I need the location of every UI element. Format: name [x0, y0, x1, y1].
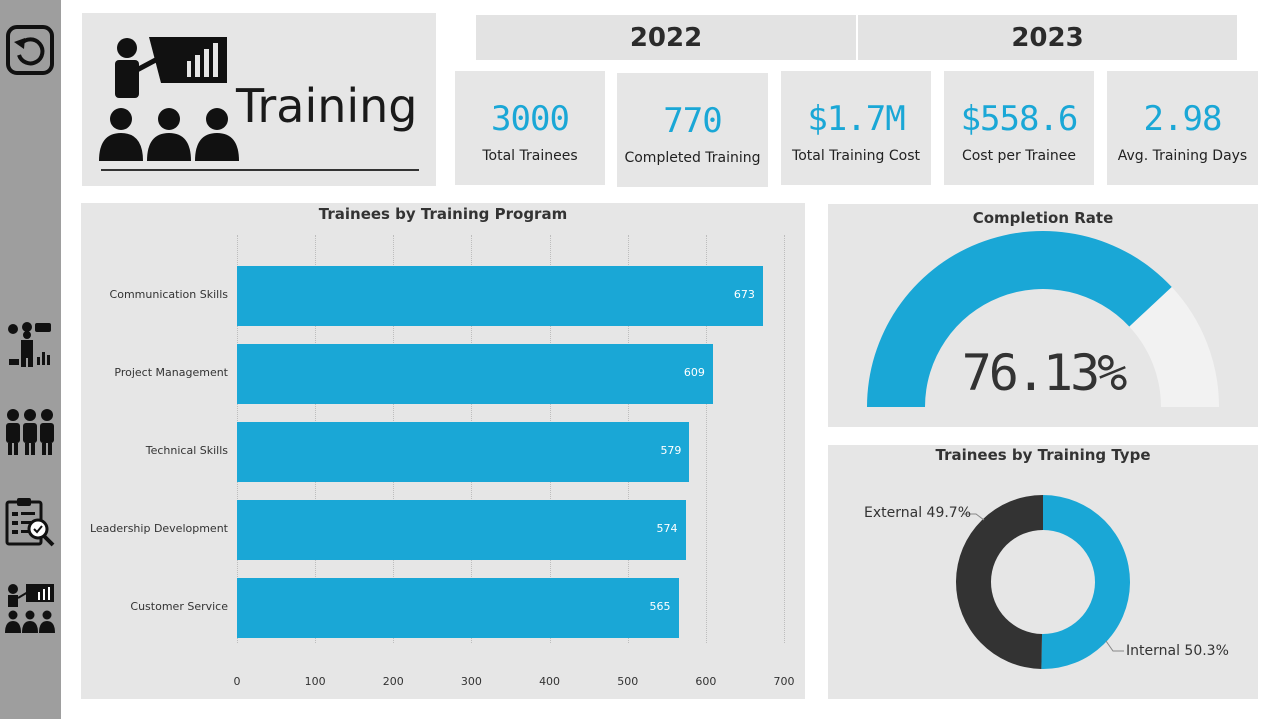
- bar-data-label: 565: [649, 600, 671, 613]
- bar-data-label: 673: [733, 288, 755, 301]
- x-tick-label: 300: [460, 675, 482, 688]
- header-panel: Training: [82, 13, 436, 186]
- back-icon[interactable]: [4, 24, 56, 76]
- leader-line-internal: [1105, 640, 1124, 652]
- kpi-value: 3000: [491, 99, 570, 139]
- category-label: Customer Service: [130, 600, 228, 613]
- bar[interactable]: [237, 422, 690, 482]
- donut-title: Trainees by Training Type: [935, 446, 1151, 464]
- gauge-remaining-arc: [1129, 287, 1219, 407]
- x-tick-label: 200: [382, 675, 404, 688]
- training-presentation-icon[interactable]: [4, 582, 56, 634]
- bar-chart-area: 0 100 200 300 400 500 600 700 Communication Skil…: [81, 203, 805, 699]
- kpi-completed-training: 770 Completed Training: [617, 73, 768, 187]
- kpi-value: $1.7M: [807, 99, 905, 139]
- sidebar: [0, 0, 61, 719]
- gauge-title: Completion Rate: [972, 209, 1114, 227]
- x-tick-label: 100: [304, 675, 326, 688]
- year-button-2022[interactable]: 2022: [476, 15, 857, 60]
- kpi-total-trainees: 3000 Total Trainees: [455, 71, 605, 185]
- header-divider: [101, 169, 419, 171]
- kpi-cost-per-trainee: $558.6 Cost per Trainee: [944, 71, 1094, 185]
- category-label: Project Management: [114, 366, 228, 379]
- bar[interactable]: [237, 500, 686, 560]
- donut-slice-external[interactable]: [956, 495, 1043, 669]
- leader-line-external: [962, 513, 985, 521]
- training-header-icon: [99, 35, 249, 169]
- bar[interactable]: [237, 578, 679, 638]
- x-gridline: [705, 235, 707, 643]
- kpi-value: $558.6: [960, 99, 1079, 139]
- bar-data-label: 579: [660, 444, 682, 457]
- bar-data-label: 574: [656, 522, 678, 535]
- bar-data-label: 609: [683, 366, 705, 379]
- x-tick-label: 0: [233, 675, 241, 688]
- donut-label-internal: Internal 50.3%: [1126, 643, 1229, 659]
- kpi-value: 770: [663, 101, 722, 141]
- kpi-value: 2.98: [1143, 99, 1223, 139]
- kpi-label: Completed Training: [624, 150, 761, 166]
- team-icon[interactable]: [4, 406, 56, 458]
- gauge-panel: Completion Rate 76.13%: [828, 204, 1258, 427]
- bar[interactable]: [237, 266, 763, 326]
- x-tick-label: 600: [695, 675, 717, 688]
- donut-label-external: External 49.7%: [864, 505, 972, 521]
- gauge-fill-arc: [867, 230, 1172, 407]
- kpi-label: Total Training Cost: [792, 148, 920, 164]
- bar-chart-title: Trainees by Training Program: [318, 205, 568, 223]
- x-tick-label: 500: [617, 675, 639, 688]
- page-title: Training: [236, 79, 418, 133]
- skills-presentation-icon[interactable]: [4, 318, 56, 370]
- kpi-avg-training-days: 2.98 Avg. Training Days: [1107, 71, 1258, 185]
- completion-gauge: [867, 230, 1219, 407]
- x-gridline: [784, 235, 785, 643]
- category-label: Leadership Development: [89, 522, 228, 535]
- category-label: Communication Skills: [109, 288, 228, 301]
- donut-slice-internal[interactable]: [1041, 495, 1131, 669]
- year-button-2023[interactable]: 2023: [858, 15, 1238, 60]
- kpi-label: Total Trainees: [482, 148, 578, 164]
- bar-chart-panel: Trainees by Training Program 0 100 200 300 4…: [81, 203, 805, 699]
- gauge-value: 76.13%: [961, 344, 1128, 402]
- category-label: Technical Skills: [145, 444, 228, 457]
- kpi-label: Cost per Trainee: [961, 148, 1077, 164]
- kpi-total-training-cost: $1.7M Total Training Cost: [781, 71, 931, 185]
- training-type-donut: [956, 495, 1131, 669]
- x-tick-label: 400: [539, 675, 561, 688]
- evaluation-clipboard-icon[interactable]: [4, 496, 56, 548]
- x-tick-label: 700: [773, 675, 795, 688]
- kpi-label: Avg. Training Days: [1117, 148, 1248, 164]
- bar[interactable]: [237, 344, 713, 404]
- donut-panel: Trainees by Training Type External 49.7%…: [828, 445, 1258, 699]
